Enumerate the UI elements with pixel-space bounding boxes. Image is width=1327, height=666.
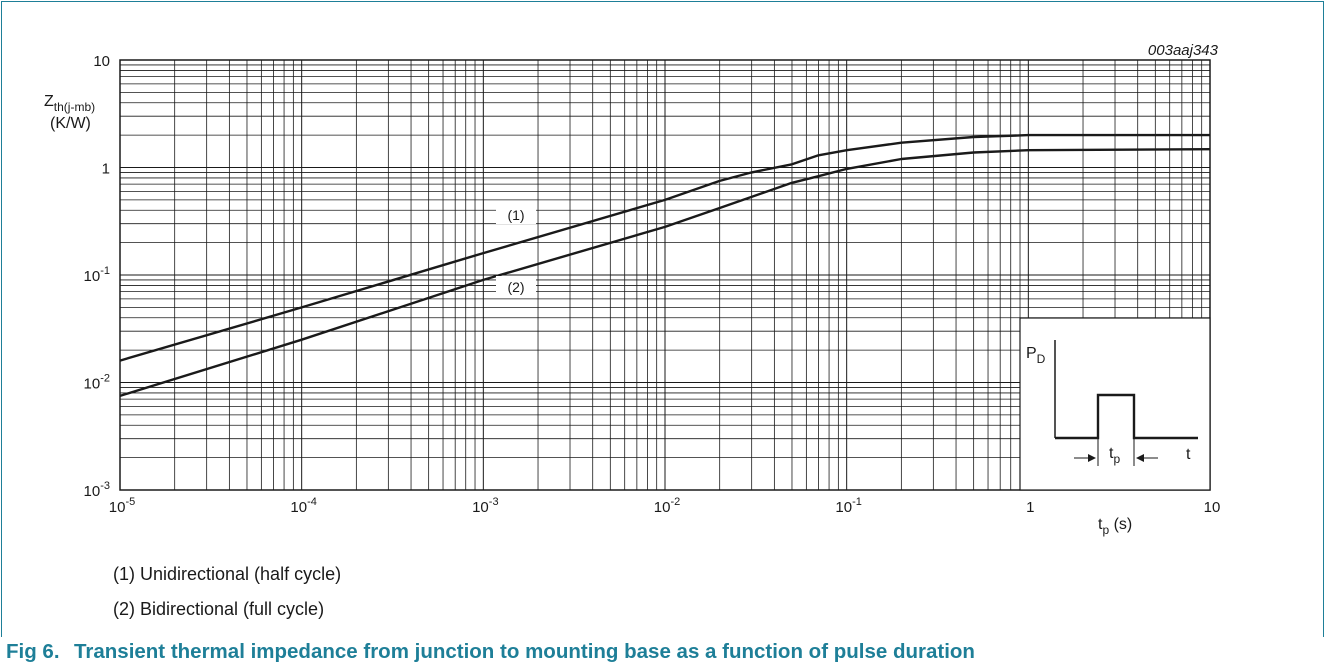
curves: [119, 133, 1211, 398]
x-tick-label: 10: [1204, 499, 1221, 516]
y-axis-label: Zth(j-mb): [44, 93, 95, 114]
x-axis-label: tp (s): [1098, 516, 1132, 537]
thermal-impedance-chart: 10-5 10-4 10-3 10-2 10-1 1 10 10-3 10-2 10-1 1 10 Zt…: [44, 42, 1220, 537]
inset-box: [1019, 317, 1211, 491]
inset-pulse: [1055, 393, 1198, 440]
series-line-2: [119, 148, 1211, 398]
figure-code: 003aaj343: [1148, 42, 1219, 59]
legend-item-1: (1) Unidirectional (half cycle): [113, 564, 342, 584]
inset-y-label: PD: [1026, 345, 1046, 366]
series-label-1: (1): [507, 207, 524, 223]
inset-width-label: tp: [1109, 445, 1120, 466]
x-tick-label: 10-4: [290, 496, 316, 516]
x-tick-label: 10-3: [472, 496, 498, 516]
x-tick-label: 10-1: [835, 496, 861, 516]
y-tick-label: 10-3: [84, 480, 110, 500]
series-label-2: (2): [507, 279, 524, 295]
series-label-1-bg: [496, 204, 536, 224]
inset-arrow-right-head: [1136, 454, 1144, 462]
figure-frame: [1, 1, 1324, 637]
series-label-2-bg: [496, 276, 536, 296]
x-tick-label: 10-5: [109, 496, 135, 516]
inset-x-label: t: [1186, 446, 1191, 463]
figure-number: Fig 6.: [6, 640, 60, 663]
labels: 10-5 10-4 10-3 10-2 10-1 1 10 10-3 10-2 10-1 1 10 Zt…: [44, 53, 1220, 537]
pulse-inset: PD tp t: [1019, 317, 1211, 491]
figure-caption: Transient thermal impedance from junctio…: [74, 640, 975, 663]
y-tick-label: 10: [93, 53, 110, 70]
y-tick-label: 10-1: [84, 265, 110, 285]
y-tick-label: 1: [102, 161, 110, 178]
inset-arrow-left-head: [1088, 454, 1096, 462]
y-tick-label: 10-2: [84, 373, 110, 393]
grid: [119, 60, 1210, 491]
series-line-1: [119, 133, 1210, 362]
x-tick-label: 1: [1026, 499, 1034, 516]
x-tick-label: 10-2: [654, 496, 680, 516]
figure-caption-line: Fig 6. Transient thermal impedance from j…: [6, 640, 975, 664]
y-axis-unit: (K/W): [50, 115, 91, 132]
plot-border: [119, 59, 1211, 491]
legend-item-2: (2) Bidirectional (full cycle): [113, 599, 325, 619]
